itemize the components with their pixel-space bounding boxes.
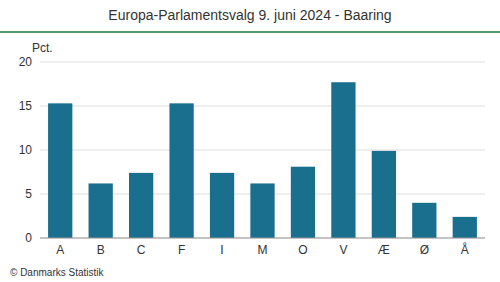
x-tick-label: F xyxy=(178,243,185,257)
grid xyxy=(40,62,485,238)
footer: © Danmarks Statistik xyxy=(10,267,105,278)
title: Europa-Parlamentsvalg 9. juni 2024 - Baa… xyxy=(108,7,391,23)
x-tick-label: Ø xyxy=(420,243,429,257)
chart-container: Europa-Parlamentsvalg 9. juni 2024 - Baa… xyxy=(0,0,500,282)
bar xyxy=(412,203,436,238)
x-tick-label: C xyxy=(137,243,146,257)
bar xyxy=(291,167,315,238)
bar xyxy=(250,183,274,238)
bars xyxy=(48,82,477,238)
chart: Europa-Parlamentsvalg 9. juni 2024 - Baa… xyxy=(0,0,500,282)
x-tick-label: O xyxy=(298,243,307,257)
y-tick-label: 10 xyxy=(19,143,33,157)
x-axis-line xyxy=(40,238,485,239)
bar xyxy=(129,173,153,238)
bar xyxy=(89,183,113,238)
y-tick-label: 5 xyxy=(25,187,32,201)
y-tick-label: 20 xyxy=(19,55,33,69)
x-tick-label: A xyxy=(56,243,64,257)
x-tick-label: I xyxy=(220,243,223,257)
x-tick-label: Å xyxy=(461,242,469,257)
title-rule xyxy=(0,31,500,33)
bar xyxy=(331,82,355,238)
grid-line xyxy=(40,106,485,107)
bar xyxy=(48,103,72,238)
grid-line xyxy=(40,150,485,151)
x-tick-label: V xyxy=(339,243,347,257)
x-tick-label: B xyxy=(97,243,105,257)
bar xyxy=(372,151,396,238)
bar xyxy=(210,173,234,238)
grid-line xyxy=(40,62,485,63)
bar xyxy=(453,217,477,238)
y-axis-label: Pct. xyxy=(32,41,53,55)
x-tick-label: M xyxy=(258,243,268,257)
bar xyxy=(169,103,193,238)
y-tick-label: 0 xyxy=(25,231,32,245)
y-tick-label: 15 xyxy=(19,99,33,113)
grid-line xyxy=(40,238,485,239)
x-tick-label: Æ xyxy=(378,243,390,257)
